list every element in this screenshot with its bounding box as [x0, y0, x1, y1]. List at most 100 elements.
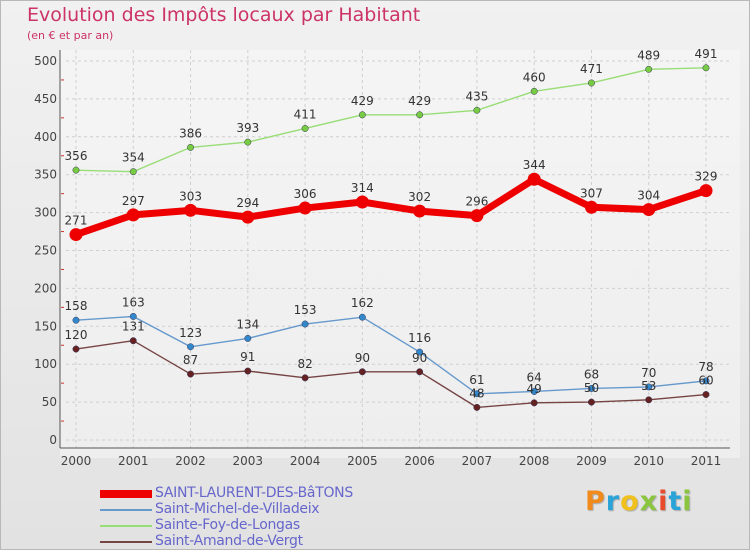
logo-letter: t — [668, 486, 683, 517]
data-label: 307 — [580, 186, 603, 200]
data-point — [187, 343, 194, 351]
data-label: 344 — [523, 158, 546, 172]
data-point — [588, 398, 595, 406]
logo-letter: i — [682, 486, 693, 517]
data-label: 329 — [695, 170, 718, 184]
data-point — [470, 209, 484, 223]
data-point — [473, 403, 481, 411]
data-point — [530, 87, 538, 95]
logo-letter: x — [639, 486, 659, 517]
data-label: 393 — [236, 121, 259, 135]
data-point — [72, 345, 80, 353]
legend-swatch — [100, 525, 152, 527]
data-point — [72, 316, 80, 324]
legend-label: Saint-Michel-de-Villadeix — [155, 501, 320, 517]
logo-letter: r — [605, 486, 621, 517]
data-point — [702, 64, 710, 72]
data-point — [184, 203, 198, 217]
data-label: 78 — [698, 360, 713, 374]
data-point — [244, 367, 252, 375]
chart-title: Evolution des Impôts locaux par Habitant — [27, 4, 421, 26]
data-label: 87 — [183, 353, 198, 367]
data-label: 163 — [122, 295, 145, 309]
data-point — [187, 143, 194, 151]
data-point — [645, 65, 653, 73]
legend-swatch — [100, 509, 152, 511]
y-tick-label: 300 — [34, 206, 57, 220]
data-label: 429 — [351, 94, 374, 108]
data-label: 158 — [65, 299, 88, 313]
data-point — [301, 125, 309, 132]
proxiti-logo: Proxiti — [585, 486, 693, 517]
data-label: 271 — [65, 214, 88, 228]
data-point — [69, 228, 83, 242]
y-tick-label: 200 — [34, 281, 57, 295]
data-point — [298, 201, 312, 215]
data-label: 294 — [236, 196, 259, 210]
legend-label: Sainte-Foy-de-Longas — [155, 517, 300, 533]
data-point — [129, 168, 137, 176]
y-tick-label: 500 — [34, 54, 57, 68]
y-tick-label: 100 — [34, 357, 57, 371]
data-point — [358, 313, 366, 321]
data-point — [702, 391, 710, 398]
data-label: 435 — [465, 89, 488, 103]
data-label: 68 — [584, 367, 599, 381]
data-point — [187, 370, 194, 378]
data-label: 411 — [294, 107, 317, 121]
data-point — [702, 377, 710, 385]
data-label: 131 — [122, 320, 145, 334]
legend-swatch — [100, 541, 152, 543]
data-label: 386 — [179, 126, 202, 140]
data-point — [416, 111, 424, 119]
data-label: 153 — [294, 303, 317, 317]
data-point — [72, 166, 80, 174]
data-label: 306 — [294, 187, 317, 201]
y-tick-label: 150 — [34, 319, 57, 333]
data-point — [645, 383, 653, 391]
data-point — [244, 334, 252, 342]
data-label: 82 — [297, 357, 312, 371]
data-point — [358, 111, 366, 119]
legend-label: SAINT-LAURENT-DES-BâTONS — [155, 485, 353, 501]
data-label: 296 — [465, 195, 488, 209]
x-tick-label: 2001 — [118, 454, 149, 468]
data-point — [645, 396, 653, 404]
data-label: 304 — [637, 189, 660, 203]
data-label: 90 — [412, 351, 427, 365]
data-point — [355, 195, 369, 209]
y-tick-label: 400 — [34, 130, 57, 144]
y-tick-label: 0 — [49, 433, 57, 447]
data-label: 116 — [408, 331, 431, 345]
plot-area — [60, 50, 740, 458]
legend-swatch — [100, 490, 152, 498]
y-tick-label: 450 — [34, 92, 57, 106]
data-label: 64 — [527, 370, 542, 384]
y-tick-label: 350 — [34, 168, 57, 182]
data-label: 354 — [122, 151, 145, 165]
x-tick-label: 2007 — [462, 454, 493, 468]
x-tick-label: 2003 — [233, 454, 264, 468]
x-tick-label: 2010 — [633, 454, 664, 468]
data-label: 302 — [408, 190, 431, 204]
series-line-1 — [75, 315, 707, 395]
x-tick-label: 2002 — [175, 454, 206, 468]
data-point — [129, 337, 137, 345]
y-tick-label: 50 — [42, 395, 57, 409]
logo-letter: o — [620, 486, 640, 517]
x-tick-label: 2008 — [519, 454, 550, 468]
data-label: 53 — [641, 379, 656, 393]
data-label: 471 — [580, 62, 603, 76]
data-label: 491 — [695, 47, 718, 61]
data-point — [244, 138, 252, 146]
data-label: 123 — [179, 326, 202, 340]
x-tick-label: 2009 — [576, 454, 607, 468]
data-label: 49 — [527, 382, 542, 396]
data-point — [527, 172, 541, 186]
data-point — [473, 106, 481, 114]
data-point — [413, 204, 427, 218]
data-point — [129, 312, 137, 320]
x-tick-label: 2000 — [61, 454, 92, 468]
